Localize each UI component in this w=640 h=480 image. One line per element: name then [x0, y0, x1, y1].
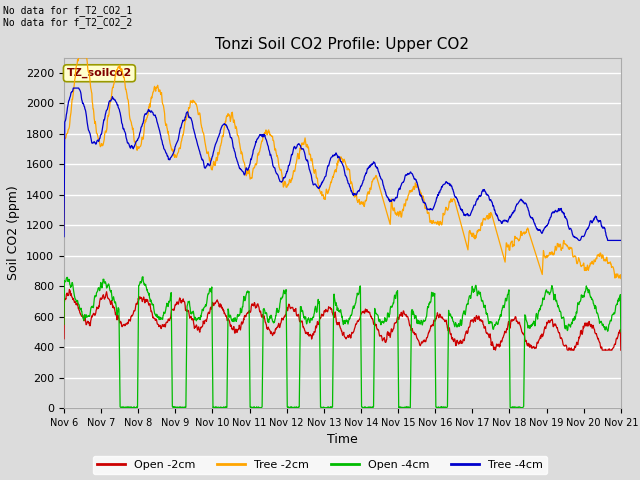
- Text: No data for f_T2_CO2_1
No data for f_T2_CO2_2: No data for f_T2_CO2_1 No data for f_T2_…: [3, 5, 132, 28]
- Title: Tonzi Soil CO2 Profile: Upper CO2: Tonzi Soil CO2 Profile: Upper CO2: [216, 37, 469, 52]
- Legend: Open -2cm, Tree -2cm, Open -4cm, Tree -4cm: Open -2cm, Tree -2cm, Open -4cm, Tree -4…: [93, 456, 547, 474]
- Text: TZ_soilco2: TZ_soilco2: [67, 68, 132, 78]
- Y-axis label: Soil CO2 (ppm): Soil CO2 (ppm): [8, 185, 20, 280]
- X-axis label: Time: Time: [327, 433, 358, 446]
